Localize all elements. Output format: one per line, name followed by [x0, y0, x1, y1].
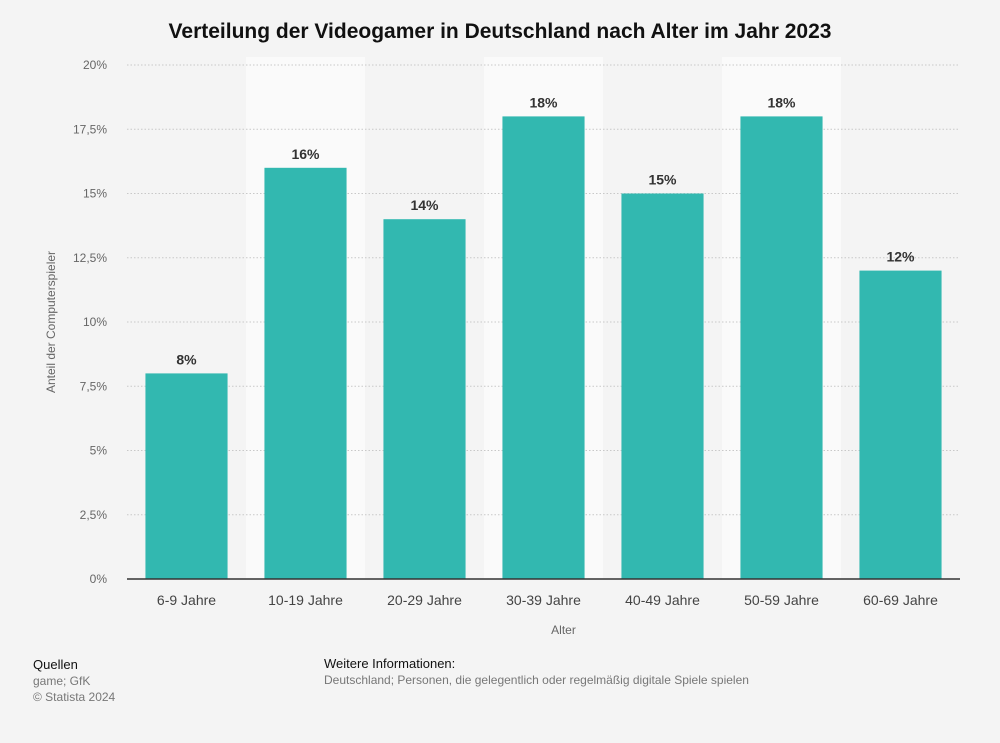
x-tick-label: 60-69 Jahre [863, 592, 938, 608]
info-heading: Weitere Informationen: [324, 656, 456, 671]
y-tick-label: 5% [90, 444, 108, 458]
y-tick-labels: 0% 2,5% 5% 7,5% 10% 12,5% 15% 17,5% 20% [73, 58, 107, 586]
y-tick-label: 12,5% [73, 251, 107, 265]
y-tick-label: 7,5% [80, 379, 108, 393]
bar-value-label: 18% [767, 94, 796, 110]
x-axis-title: Alter [551, 623, 576, 637]
x-tick-label: 10-19 Jahre [268, 592, 343, 608]
x-tick-label: 6-9 Jahre [157, 592, 216, 608]
bar[interactable] [859, 270, 942, 579]
info-block: Weitere Informationen: Deutschland; Pers… [324, 656, 749, 688]
x-tick-labels: 6-9 Jahre 10-19 Jahre 20-29 Jahre 30-39 Jah… [157, 592, 938, 608]
bar[interactable] [264, 167, 347, 580]
x-tick-label: 20-29 Jahre [387, 592, 462, 608]
bar-chart: 0% 2,5% 5% 7,5% 10% 12,5% 15% 17,5% 20% 6-9 Jahr… [44, 57, 960, 637]
y-axis-title: Anteil der Computerspieler [44, 251, 58, 393]
bar-value-label: 16% [291, 146, 320, 162]
x-tick-label: 50-59 Jahre [744, 592, 819, 608]
x-tick-label: 30-39 Jahre [506, 592, 581, 608]
bar[interactable] [502, 116, 585, 580]
bar-value-label: 8% [176, 351, 197, 367]
y-tick-label: 20% [83, 58, 107, 72]
bar-value-label: 14% [410, 197, 439, 213]
y-tick-label: 17,5% [73, 122, 107, 136]
sources-heading: Quellen [33, 657, 78, 672]
copyright-text: © Statista 2024 [33, 690, 116, 704]
bar[interactable] [621, 193, 704, 580]
bar-value-label: 12% [886, 249, 915, 265]
y-tick-label: 0% [90, 572, 108, 586]
sources-block: Quellen game; GfK © Statista 2024 [33, 657, 115, 705]
bar-value-label: 18% [529, 94, 558, 110]
sources-text[interactable]: game; GfK [33, 674, 91, 688]
y-tick-label: 2,5% [80, 508, 108, 522]
y-tick-label: 15% [83, 187, 107, 201]
bar-value-label: 15% [648, 172, 677, 188]
data-labels: 8% 16% 14% 18% 15% 18% 12% [176, 94, 915, 367]
bars [145, 116, 942, 580]
x-tick-label: 40-49 Jahre [625, 592, 700, 608]
bar[interactable] [740, 116, 823, 580]
bar[interactable] [145, 373, 228, 579]
chart-title: Verteilung der Videogamer in Deutschland… [168, 20, 832, 43]
info-text: Deutschland; Personen, die gelegentlich … [324, 673, 749, 687]
y-tick-label: 10% [83, 315, 107, 329]
bar[interactable] [383, 219, 466, 579]
